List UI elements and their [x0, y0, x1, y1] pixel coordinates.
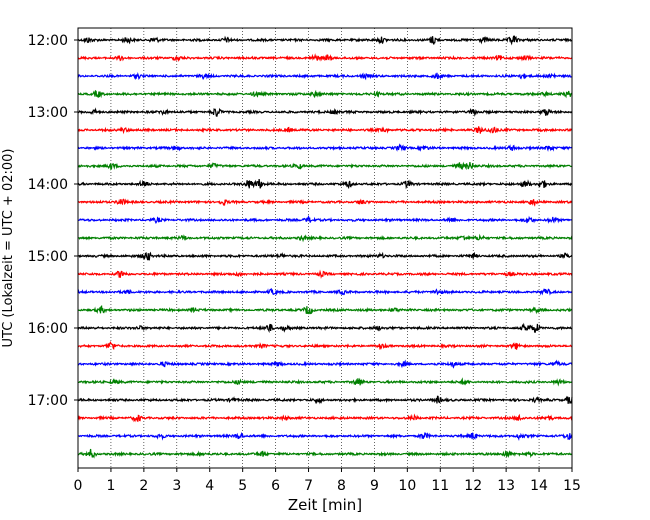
x-tick-label: 13 — [497, 478, 515, 494]
x-tick-label: 3 — [172, 478, 181, 494]
trace-line — [77, 269, 573, 279]
trace-line — [77, 126, 573, 135]
x-axis-ticks: 0 1 2 3 4 5 6 7 8 9 10 11 12 13 14 15 — [74, 468, 581, 494]
x-tick-label: 14 — [530, 478, 548, 494]
x-tick-label: 7 — [304, 478, 313, 494]
trace-line — [77, 251, 573, 261]
x-tick-label: 5 — [238, 478, 247, 494]
plot-background — [78, 28, 572, 468]
x-tick-label: 15 — [563, 478, 581, 494]
vertical-grid — [110, 28, 540, 468]
y-tick-label: 14:00 — [28, 177, 68, 193]
trace-line — [77, 448, 573, 459]
x-tick-label: 11 — [431, 478, 449, 494]
y-tick-label: 13:00 — [28, 105, 68, 121]
y-axis-label: UTC (Lokalzeit = UTC + 02:00) — [1, 149, 16, 348]
trace-line — [77, 395, 573, 405]
trace-line — [77, 53, 573, 62]
y-axis-ticks: 12:00 13:00 14:00 15:00 16:00 17:00 — [28, 33, 78, 409]
trace-line — [77, 143, 573, 152]
x-tick-label: 0 — [74, 478, 83, 494]
y-tick-label: 15:00 — [28, 249, 68, 265]
trace-line — [77, 71, 573, 81]
trace-line — [77, 89, 573, 99]
y-tick-label: 12:00 — [28, 33, 68, 49]
x-tick-label: 1 — [106, 478, 115, 494]
x-tick-label: 2 — [139, 478, 148, 494]
x-tick-label: 12 — [464, 478, 482, 494]
trace-line — [77, 178, 573, 190]
trace-line — [77, 161, 573, 171]
trace-line — [77, 305, 573, 315]
trace-line — [77, 341, 573, 351]
trace-line — [77, 413, 573, 423]
trace-line — [77, 214, 573, 224]
x-axis-label: Zeit [min] — [288, 496, 362, 514]
x-tick-label: 4 — [205, 478, 214, 494]
trace-line — [77, 431, 573, 442]
trace-line — [77, 107, 573, 117]
x-tick-label: 6 — [271, 478, 280, 494]
trace-line — [77, 233, 573, 243]
trace-line — [77, 377, 573, 387]
y-tick-label: 16:00 — [28, 321, 68, 337]
trace-line — [77, 287, 573, 296]
trace-line — [77, 35, 573, 46]
y-tick-label: 17:00 — [28, 393, 68, 409]
plot-frame — [77, 27, 573, 469]
x-tick-label: 9 — [370, 478, 379, 494]
x-tick-label: 10 — [398, 478, 416, 494]
trace-line — [77, 198, 573, 207]
trace-line — [77, 322, 573, 334]
trace-line — [77, 359, 573, 369]
x-tick-label: 8 — [337, 478, 346, 494]
seismic-traces — [77, 35, 573, 459]
